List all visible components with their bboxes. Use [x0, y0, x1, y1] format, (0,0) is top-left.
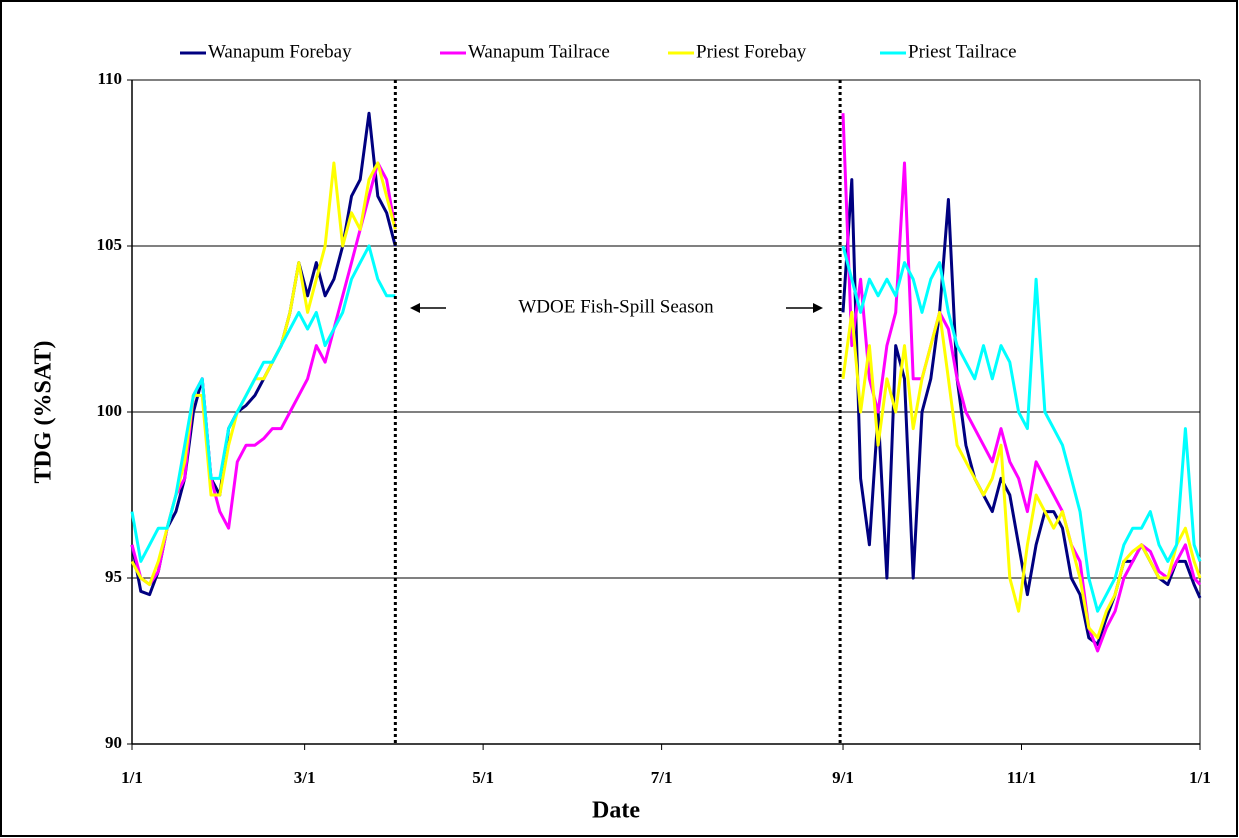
- x-tick-label: 5/1: [472, 768, 494, 787]
- x-tick-label: 7/1: [651, 768, 673, 787]
- y-tick-label: 105: [97, 235, 123, 254]
- y-axis-label: TDG (%SAT): [31, 341, 57, 484]
- legend-label: Wanapum Tailrace: [468, 41, 610, 62]
- y-tick-label: 100: [97, 401, 123, 420]
- x-tick-label: 1/1: [1189, 768, 1211, 787]
- legend-label: Wanapum Forebay: [208, 41, 352, 62]
- x-tick-label: 3/1: [294, 768, 316, 787]
- legend-label: Priest Forebay: [696, 41, 807, 62]
- x-tick-label: 1/1: [121, 768, 143, 787]
- y-tick-label: 90: [105, 733, 122, 752]
- series-line: [130, 244, 1202, 613]
- annotation-arrows: [410, 303, 823, 313]
- legend-label: Priest Tailrace: [908, 41, 1017, 62]
- x-tick-label: 11/1: [1007, 768, 1036, 787]
- x-axis-label: Date: [592, 798, 640, 824]
- y-tick-label: 110: [97, 69, 122, 88]
- annotation: WDOE Fish-Spill Season: [518, 296, 714, 317]
- y-tick-label: 95: [105, 567, 122, 586]
- x-tick-label: 9/1: [832, 768, 854, 787]
